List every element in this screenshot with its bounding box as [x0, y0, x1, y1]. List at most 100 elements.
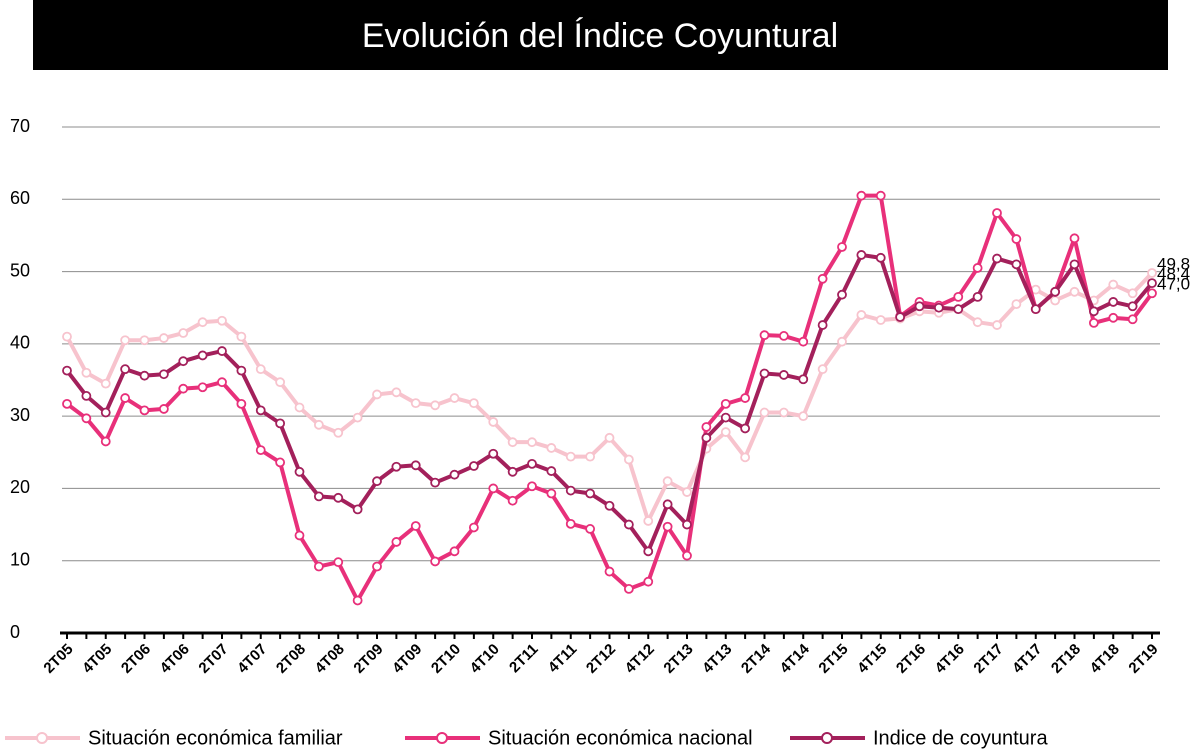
point	[1069, 286, 1080, 297]
point	[449, 546, 460, 557]
point	[875, 190, 886, 201]
point	[410, 398, 421, 409]
point	[1127, 301, 1138, 312]
legend-marker	[821, 732, 833, 744]
chart-title: Evolución del Índice Coyuntural	[362, 17, 838, 55]
point	[565, 485, 576, 496]
point	[1011, 234, 1022, 244]
point	[701, 432, 712, 443]
point	[333, 492, 344, 503]
point	[856, 310, 867, 320]
point	[740, 423, 751, 434]
point	[120, 335, 131, 346]
point	[507, 437, 518, 448]
point	[933, 302, 944, 313]
point	[197, 382, 208, 393]
point	[778, 331, 789, 341]
point	[527, 437, 537, 448]
point	[623, 584, 634, 594]
point	[856, 250, 867, 260]
point	[139, 370, 150, 381]
point	[468, 461, 479, 471]
point	[1069, 259, 1080, 270]
point	[430, 477, 441, 488]
x-tick-label: 4T17	[1009, 641, 1045, 677]
point	[1108, 312, 1119, 323]
point	[992, 208, 1002, 218]
point	[333, 427, 344, 438]
x-tick-label: 2T16	[893, 641, 929, 677]
y-tick-label: 70	[10, 116, 30, 136]
point	[507, 466, 518, 477]
point	[100, 407, 111, 418]
point	[1127, 288, 1138, 299]
point	[100, 378, 111, 389]
legend-label: Situación económica familiar	[88, 727, 343, 749]
point	[62, 398, 72, 409]
data-label: 48,4	[1157, 265, 1190, 284]
point	[391, 537, 402, 547]
point	[759, 330, 770, 341]
point	[565, 518, 576, 529]
legend-marker	[36, 732, 48, 744]
x-tick-label: 2T19	[1125, 641, 1161, 677]
legend-label: Indice de coyuntura	[873, 727, 1048, 749]
point	[953, 291, 964, 302]
x-tick-label: 4T06	[157, 641, 193, 677]
point	[682, 519, 692, 530]
point	[585, 488, 596, 499]
point	[972, 263, 983, 273]
x-tick-label: 2T07	[195, 641, 231, 677]
point	[62, 331, 72, 342]
point	[313, 419, 324, 430]
point	[527, 481, 537, 492]
x-tick-label: 4T09	[389, 641, 425, 677]
x-tick-label: 4T13	[699, 641, 735, 677]
point	[449, 393, 460, 403]
point	[875, 252, 886, 263]
x-tick-label: 2T17	[970, 641, 1006, 677]
x-tick-label: 2T06	[118, 641, 154, 677]
point	[992, 253, 1002, 264]
point	[837, 289, 847, 300]
point	[953, 304, 964, 315]
point	[255, 445, 266, 456]
point	[623, 454, 634, 465]
point	[604, 500, 615, 511]
point	[372, 389, 382, 400]
point	[662, 499, 673, 510]
point	[1147, 268, 1157, 278]
point	[430, 556, 441, 567]
point	[468, 522, 479, 533]
x-tick-label: 2T13	[660, 641, 696, 677]
point	[546, 443, 557, 453]
point	[352, 595, 363, 606]
point	[604, 566, 615, 577]
point	[352, 412, 363, 423]
point	[759, 407, 770, 418]
point	[837, 336, 847, 347]
point	[255, 405, 266, 416]
point	[565, 451, 576, 462]
point	[759, 368, 770, 379]
point	[178, 383, 189, 394]
point	[197, 350, 208, 361]
point	[1069, 233, 1080, 244]
point	[1030, 304, 1041, 315]
point	[1127, 314, 1138, 325]
point	[817, 320, 828, 330]
point	[294, 402, 305, 413]
data-label: 47,0	[1157, 275, 1190, 294]
point	[623, 519, 634, 530]
point	[798, 374, 809, 385]
point	[817, 273, 828, 284]
point	[720, 427, 731, 437]
y-tick-label: 60	[10, 188, 30, 208]
point	[972, 317, 983, 328]
point	[139, 405, 150, 416]
point	[410, 521, 421, 531]
legend-marker	[436, 732, 448, 744]
point	[1147, 288, 1157, 299]
point	[817, 364, 828, 375]
